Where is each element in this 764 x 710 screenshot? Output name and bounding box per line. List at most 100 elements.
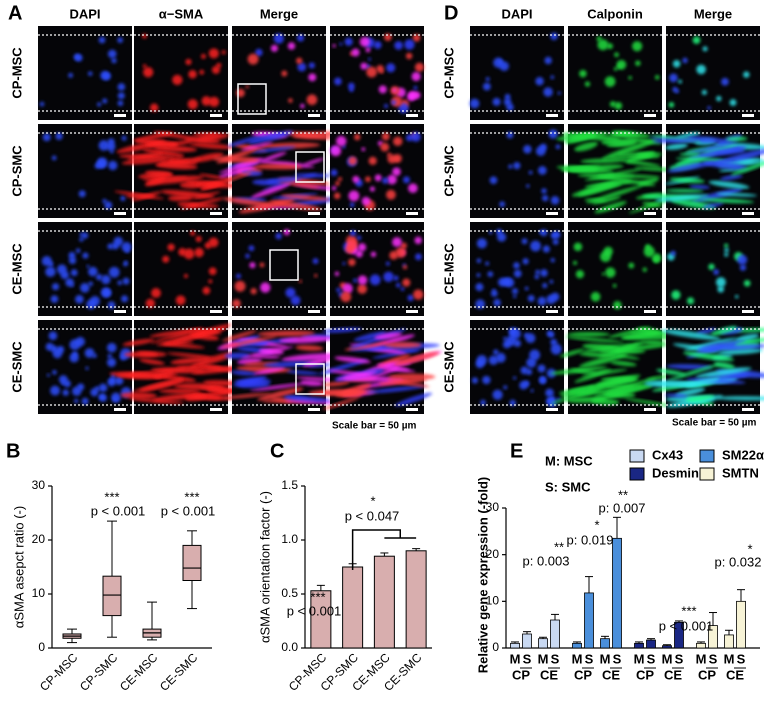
image-feature bbox=[102, 98, 108, 104]
image-feature bbox=[530, 240, 541, 252]
image-feature bbox=[538, 166, 547, 175]
image-feature bbox=[628, 75, 632, 80]
image-feature bbox=[392, 167, 401, 176]
image-feature bbox=[199, 173, 231, 181]
image-feature bbox=[81, 232, 89, 239]
image-feature bbox=[374, 367, 400, 377]
image-feature bbox=[351, 48, 360, 57]
image-feature bbox=[562, 166, 598, 173]
image-feature bbox=[386, 189, 396, 200]
image-feature bbox=[383, 103, 389, 109]
image-feature bbox=[280, 194, 331, 201]
image-feature bbox=[82, 252, 89, 259]
image-feature bbox=[234, 280, 246, 292]
image-feature bbox=[664, 393, 688, 398]
bar bbox=[550, 619, 560, 649]
annotation: * bbox=[747, 541, 752, 556]
image-feature bbox=[380, 142, 390, 152]
annotation: p: 0.019 bbox=[567, 532, 614, 547]
image-feature bbox=[361, 196, 371, 206]
image-feature bbox=[260, 142, 321, 149]
image-feature bbox=[612, 283, 617, 288]
image-feature bbox=[499, 61, 509, 71]
image-feature bbox=[572, 260, 578, 265]
image-dapi bbox=[38, 26, 132, 120]
image-feature bbox=[190, 230, 196, 236]
image-feature bbox=[715, 277, 726, 288]
image-feature bbox=[330, 169, 338, 177]
image-marker bbox=[109, 320, 247, 414]
image-feature bbox=[543, 87, 553, 97]
row-label: CE-MSC bbox=[9, 243, 24, 295]
image-feature bbox=[725, 136, 748, 141]
image-feature bbox=[485, 261, 490, 266]
image-feature bbox=[255, 48, 263, 57]
image-feature bbox=[376, 363, 410, 371]
image-feature bbox=[374, 332, 403, 340]
image-marker bbox=[134, 26, 228, 120]
image-feature bbox=[337, 177, 342, 182]
image-feature bbox=[278, 336, 333, 344]
image-feature bbox=[565, 336, 624, 343]
image-feature bbox=[590, 291, 601, 302]
image-feature bbox=[679, 152, 700, 156]
image-feature bbox=[101, 274, 111, 285]
image-feature bbox=[175, 295, 186, 306]
image-feature bbox=[735, 333, 760, 342]
image-feature bbox=[249, 383, 305, 391]
image-feature bbox=[221, 50, 226, 55]
image-feature bbox=[80, 283, 90, 293]
image-feature bbox=[546, 294, 556, 305]
image-feature bbox=[199, 69, 205, 75]
image-feature bbox=[513, 294, 517, 299]
image-feature bbox=[567, 332, 611, 337]
image-feature bbox=[221, 335, 277, 348]
image-feature bbox=[296, 57, 303, 64]
image-feature bbox=[348, 190, 360, 202]
image-feature bbox=[672, 60, 681, 68]
image-feature bbox=[52, 369, 57, 375]
image-feature bbox=[408, 183, 418, 194]
image-feature bbox=[368, 57, 372, 61]
row-label: CP-MSC bbox=[9, 47, 24, 99]
panel-label: C bbox=[270, 440, 284, 462]
image-feature bbox=[283, 395, 331, 402]
image-feature bbox=[689, 184, 710, 189]
image-feature bbox=[167, 243, 175, 251]
image-feature bbox=[65, 278, 74, 287]
image-feature bbox=[394, 392, 433, 407]
image-feature bbox=[121, 241, 132, 252]
image-feature bbox=[716, 95, 722, 102]
image-feature bbox=[308, 363, 332, 368]
image-feature bbox=[654, 75, 660, 80]
image-feature bbox=[84, 348, 95, 358]
panel-label: B bbox=[6, 440, 20, 462]
image-feature bbox=[107, 353, 112, 359]
image-feature bbox=[79, 237, 84, 242]
y-tick-label: 1.0 bbox=[281, 532, 298, 546]
image-feature bbox=[707, 106, 711, 110]
image-feature bbox=[102, 288, 112, 298]
image-feature bbox=[365, 176, 371, 183]
image-feature bbox=[357, 275, 368, 285]
image-feature bbox=[385, 261, 390, 266]
image-feature bbox=[559, 348, 585, 358]
image-feature bbox=[283, 228, 290, 236]
box bbox=[102, 575, 122, 617]
image-feature bbox=[122, 338, 155, 346]
image-feature bbox=[137, 351, 158, 356]
image-feature bbox=[392, 136, 403, 147]
image-feature bbox=[540, 229, 548, 237]
image-feature bbox=[259, 262, 265, 268]
scale-bar bbox=[406, 408, 418, 411]
image-marker bbox=[134, 222, 228, 316]
image-feature bbox=[149, 328, 201, 338]
group-label: CP bbox=[574, 667, 592, 682]
image-feature bbox=[179, 181, 202, 189]
image-feature bbox=[703, 161, 749, 170]
image-feature bbox=[684, 337, 738, 351]
image-feature bbox=[50, 295, 59, 304]
zoom-box bbox=[295, 363, 325, 395]
image-feature bbox=[98, 383, 108, 393]
image-feature bbox=[601, 272, 605, 276]
